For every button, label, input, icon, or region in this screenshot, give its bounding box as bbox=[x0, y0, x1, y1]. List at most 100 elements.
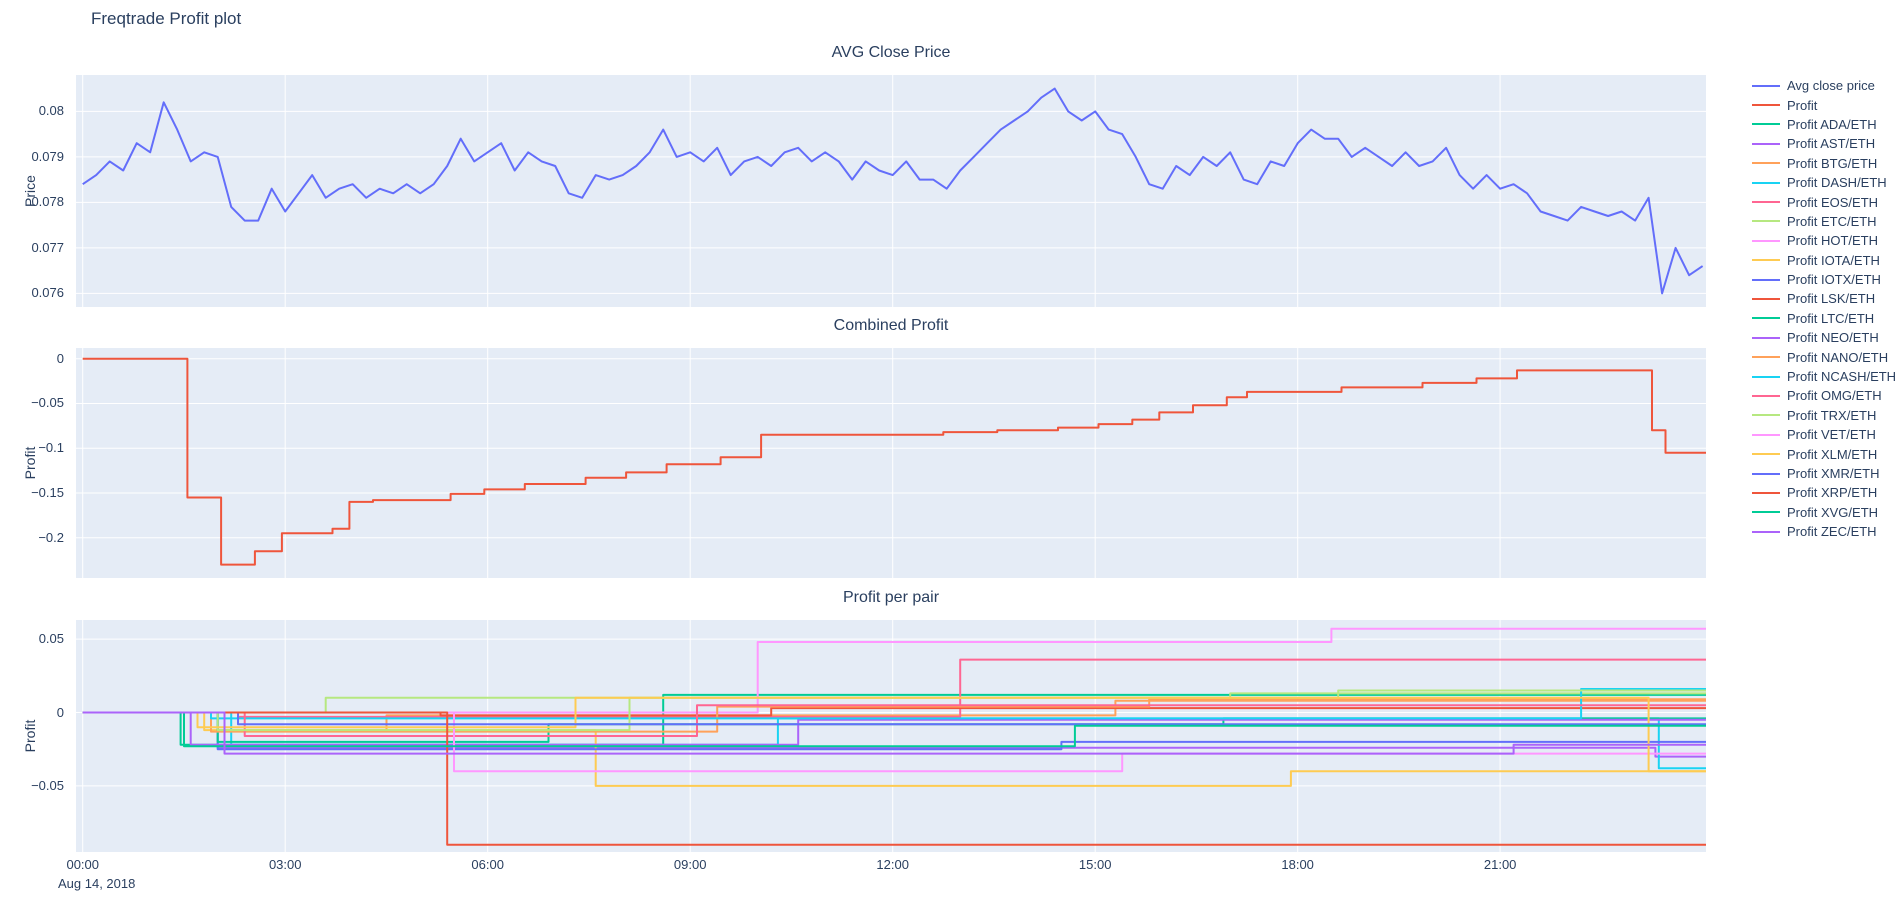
panel-title-avg-close-price: AVG Close Price bbox=[831, 44, 951, 61]
legend-item-label: Profit NEO/ETH bbox=[1787, 330, 1879, 346]
legend-line-swatch bbox=[1752, 530, 1780, 533]
combined-profit-plot-area[interactable] bbox=[76, 348, 1706, 578]
x-tick-label: 12:00 bbox=[876, 857, 909, 872]
legend-item-profit-iota-eth[interactable]: Profit IOTA/ETH bbox=[1752, 251, 1896, 270]
legend-item-profit-ada-eth[interactable]: Profit ADA/ETH bbox=[1752, 115, 1896, 134]
legend-item-label: Avg close price bbox=[1787, 78, 1875, 94]
legend-item-label: Profit bbox=[1787, 97, 1818, 113]
x-tick-label: 03:00 bbox=[268, 857, 302, 872]
y-tick-label: 0 bbox=[56, 350, 64, 366]
panel-title-combined-profit: Combined Profit bbox=[833, 317, 949, 334]
legend-item-profit-lsk-eth[interactable]: Profit LSK/ETH bbox=[1752, 289, 1896, 308]
legend-item-profit-neo-eth[interactable]: Profit NEO/ETH bbox=[1752, 328, 1896, 347]
legend-line-swatch bbox=[1752, 259, 1780, 262]
x-tick-label: 09:00 bbox=[673, 857, 707, 872]
legend-item-profit-ast-eth[interactable]: Profit AST/ETH bbox=[1752, 134, 1896, 153]
y-tick-label: −0.05 bbox=[31, 777, 64, 793]
y-tick-label: −0.1 bbox=[38, 440, 64, 456]
x-tick-label: 21:00 bbox=[1483, 857, 1517, 872]
avg-close-price-plot-area[interactable] bbox=[76, 75, 1706, 307]
legend-item-label: Profit EOS/ETH bbox=[1787, 194, 1879, 210]
x-tick-label: 06:00 bbox=[471, 857, 504, 872]
legend-line-swatch bbox=[1752, 162, 1780, 165]
legend-line-swatch bbox=[1752, 278, 1780, 281]
legend-item-label: Profit LSK/ETH bbox=[1787, 291, 1876, 307]
legend-item-label: Profit ADA/ETH bbox=[1787, 116, 1877, 132]
y-tick-label: 0.076 bbox=[31, 285, 64, 301]
legend-line-swatch bbox=[1752, 142, 1780, 145]
legend-line-swatch bbox=[1752, 375, 1780, 378]
legend-line-swatch bbox=[1752, 123, 1780, 126]
legend-line-swatch bbox=[1752, 181, 1780, 184]
legend-item-label: Profit NCASH/ETH bbox=[1787, 369, 1896, 385]
y-tick-label: 0 bbox=[56, 704, 64, 720]
figure-title: Freqtrade Profit plot bbox=[91, 9, 242, 28]
legend-line-swatch bbox=[1752, 356, 1780, 359]
legend-item-profit-eos-eth[interactable]: Profit EOS/ETH bbox=[1752, 192, 1896, 211]
legend-line-swatch bbox=[1752, 297, 1780, 300]
legend-item-profit-xrp-eth[interactable]: Profit XRP/ETH bbox=[1752, 483, 1896, 502]
avg-close-price-chart bbox=[76, 75, 1706, 307]
profit-per-pair-plot-area[interactable] bbox=[76, 620, 1706, 852]
y-axis-label-pair-profit: Profit bbox=[22, 719, 38, 753]
legend-line-swatch bbox=[1752, 472, 1780, 475]
legend-line-swatch bbox=[1752, 201, 1780, 204]
y-tick-label: −0.05 bbox=[31, 395, 64, 411]
legend-item-label: Profit HOT/ETH bbox=[1787, 233, 1879, 249]
legend-item-profit-nano-eth[interactable]: Profit NANO/ETH bbox=[1752, 347, 1896, 366]
legend-item-label: Profit OMG/ETH bbox=[1787, 388, 1882, 404]
legend-item-label: Profit XVG/ETH bbox=[1787, 504, 1879, 520]
legend-item-label: Profit XMR/ETH bbox=[1787, 466, 1880, 481]
profit-per-pair-chart bbox=[76, 620, 1706, 852]
legend-item-label: Profit XLM/ETH bbox=[1787, 446, 1878, 462]
x-tick-label: 15:00 bbox=[1078, 857, 1112, 872]
x-tick-label: 00:00 bbox=[66, 857, 100, 872]
legend-line-swatch bbox=[1752, 336, 1780, 339]
legend-item-profit-btg-eth[interactable]: Profit BTG/ETH bbox=[1752, 154, 1896, 173]
legend-item-profit-ltc-eth[interactable]: Profit LTC/ETH bbox=[1752, 309, 1896, 328]
legend-item-profit-hot-eth[interactable]: Profit HOT/ETH bbox=[1752, 231, 1896, 250]
legend-item-label: Profit ZEC/ETH bbox=[1787, 524, 1877, 540]
legend-line-swatch bbox=[1752, 220, 1780, 223]
legend-item-profit-vet-eth[interactable]: Profit VET/ETH bbox=[1752, 425, 1896, 444]
y-tick-label: 0.078 bbox=[31, 194, 64, 210]
legend-item-label: Profit DASH/ETH bbox=[1787, 175, 1887, 191]
legend-line-swatch bbox=[1752, 433, 1780, 436]
legend-line-swatch bbox=[1752, 453, 1780, 456]
legend-item-label: Profit XRP/ETH bbox=[1787, 485, 1878, 501]
legend-item-label: Profit IOTA/ETH bbox=[1787, 252, 1880, 268]
combined-profit-chart bbox=[76, 348, 1706, 578]
legend-line-swatch bbox=[1752, 84, 1780, 87]
legend-item-profit-xlm-eth[interactable]: Profit XLM/ETH bbox=[1752, 444, 1896, 463]
legend-item-profit-xmr-eth[interactable]: Profit XMR/ETH bbox=[1752, 464, 1896, 483]
y-tick-label: −0.15 bbox=[31, 484, 64, 500]
legend-item-profit-trx-eth[interactable]: Profit TRX/ETH bbox=[1752, 406, 1896, 425]
panel-title-profit-per-pair: Profit per pair bbox=[842, 589, 940, 606]
legend-item-profit-xvg-eth[interactable]: Profit XVG/ETH bbox=[1752, 503, 1896, 522]
legend-line-swatch bbox=[1752, 239, 1780, 242]
legend-item-profit-omg-eth[interactable]: Profit OMG/ETH bbox=[1752, 386, 1896, 405]
legend-item-label: Profit AST/ETH bbox=[1787, 136, 1876, 152]
legend-item-label: Profit NANO/ETH bbox=[1787, 349, 1889, 365]
legend-line-swatch bbox=[1752, 317, 1780, 320]
legend-item-profit[interactable]: Profit bbox=[1752, 95, 1896, 114]
y-tick-label: 0.08 bbox=[38, 103, 64, 119]
legend-item-label: Profit TRX/ETH bbox=[1787, 407, 1877, 423]
legend-item-profit-etc-eth[interactable]: Profit ETC/ETH bbox=[1752, 212, 1896, 231]
legend-line-swatch bbox=[1752, 511, 1780, 514]
legend-item-label: Profit BTG/ETH bbox=[1787, 155, 1878, 171]
legend-item-label: Profit VET/ETH bbox=[1787, 427, 1876, 443]
legend-item-profit-iotx-eth[interactable]: Profit IOTX/ETH bbox=[1752, 270, 1896, 289]
x-tick-label: 18:00 bbox=[1281, 857, 1314, 872]
legend-item-profit-zec-eth[interactable]: Profit ZEC/ETH bbox=[1752, 522, 1896, 541]
legend-item-profit-ncash-eth[interactable]: Profit NCASH/ETH bbox=[1752, 367, 1896, 386]
legend-line-swatch bbox=[1752, 394, 1780, 397]
legend-item-avg-close-price[interactable]: Avg close price bbox=[1752, 76, 1896, 95]
y-tick-label: −0.2 bbox=[38, 529, 64, 545]
y-tick-label: 0.05 bbox=[38, 631, 64, 647]
legend-item-profit-dash-eth[interactable]: Profit DASH/ETH bbox=[1752, 173, 1896, 192]
legend-item-label: Profit IOTX/ETH bbox=[1787, 272, 1881, 288]
y-tick-label: 0.079 bbox=[31, 148, 64, 164]
legend-line-swatch bbox=[1752, 491, 1780, 494]
